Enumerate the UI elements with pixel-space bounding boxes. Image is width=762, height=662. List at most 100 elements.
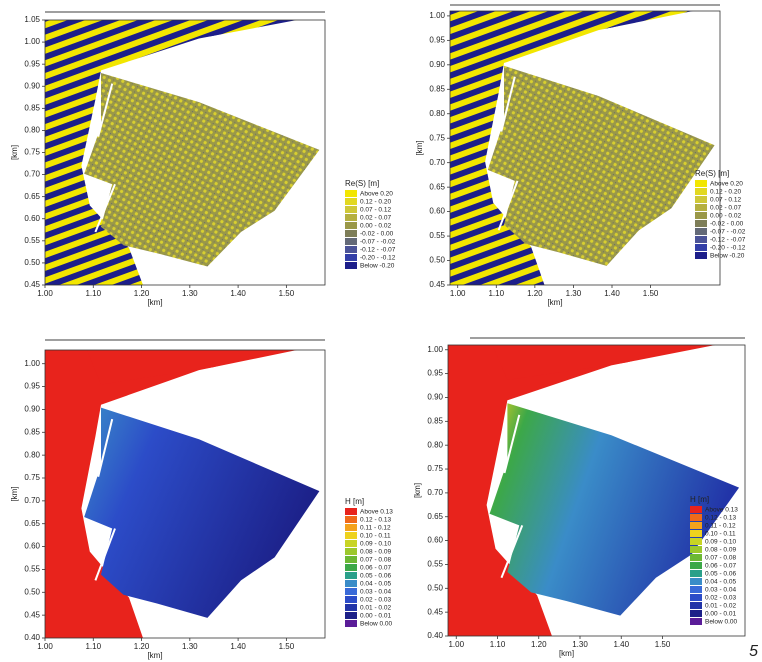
legend-label: 0.03 - 0.04 [705, 587, 736, 594]
y-tick-label: 0.90 [24, 81, 40, 90]
legend-swatch [345, 214, 357, 221]
x-tick-label: 1.50 [279, 642, 295, 651]
y-tick-label: 1.05 [24, 15, 40, 24]
y-tick-label: 0.95 [24, 382, 40, 391]
legend-label: Below 0.00 [360, 621, 393, 628]
y-tick-label: 0.90 [429, 60, 445, 69]
y-tick-label: 0.50 [429, 256, 445, 265]
legend-swatch [690, 546, 702, 553]
legend-label: 0.11 - 0.12 [360, 525, 391, 532]
x-tick-label: 1.40 [604, 289, 620, 298]
legend-label: 0.10 - 0.11 [360, 533, 391, 540]
legend-swatch [690, 562, 702, 569]
legend-swatch [345, 604, 357, 611]
y-tick-label: 0.70 [24, 170, 40, 179]
legend-label: 0.02 - 0.03 [360, 597, 391, 604]
y-axis-label: [km] [413, 483, 422, 498]
x-tick-label: 1.10 [490, 640, 506, 649]
field [45, 350, 325, 638]
y-tick-label: 0.85 [24, 427, 40, 436]
x-tick-label: 1.50 [655, 640, 671, 649]
legend-swatch [690, 530, 702, 537]
legend-swatch [345, 572, 357, 579]
legend-swatch [690, 506, 702, 513]
legend-label: -0.20 - -0.12 [360, 255, 396, 262]
y-tick-label: 0.65 [24, 519, 40, 528]
y-tick-label: 0.55 [429, 231, 445, 240]
legend-swatch [345, 254, 357, 261]
y-tick-label: 0.95 [427, 369, 443, 378]
y-tick-label: 0.90 [24, 405, 40, 414]
legend-swatch [690, 610, 702, 617]
legend-label: -0.07 - -0.02 [710, 229, 746, 236]
legend-swatch [690, 522, 702, 529]
legend-swatch [345, 524, 357, 531]
y-tick-label: 0.65 [427, 512, 443, 521]
legend-label: Above 0.20 [710, 181, 743, 188]
legend-label: Above 0.20 [360, 191, 393, 198]
legend-label: -0.20 - -0.12 [710, 245, 746, 252]
legend-swatch [690, 538, 702, 545]
y-tick-label: 0.55 [24, 236, 40, 245]
x-tick-label: 1.00 [37, 642, 53, 651]
y-tick-label: 0.80 [427, 440, 443, 449]
y-tick-label: 0.60 [24, 542, 40, 551]
y-tick-label: 0.65 [429, 182, 445, 191]
y-tick-label: 1.00 [24, 359, 40, 368]
y-tick-label: 0.95 [24, 59, 40, 68]
y-tick-label: 0.55 [24, 565, 40, 574]
legend-swatch [690, 594, 702, 601]
legend-label: 0.00 - 0.02 [360, 223, 391, 230]
field [45, 20, 325, 285]
legend-label: 0.04 - 0.05 [705, 579, 736, 586]
y-tick-label: 0.45 [427, 607, 443, 616]
x-tick-label: 1.20 [134, 642, 150, 651]
x-tick-label: 1.00 [37, 289, 53, 298]
y-tick-label: 0.60 [427, 536, 443, 545]
legend-label: 0.12 - 0.13 [705, 515, 736, 522]
legend-label: 0.07 - 0.08 [705, 555, 736, 562]
x-tick-label: 1.10 [85, 289, 101, 298]
y-tick-label: 0.50 [24, 258, 40, 267]
legend-label: 0.11 - 0.12 [705, 523, 736, 530]
x-axis-label: [km] [147, 298, 162, 307]
y-tick-label: 0.70 [24, 496, 40, 505]
legend-label: 0.01 - 0.02 [360, 605, 391, 612]
legend-label: 0.07 - 0.08 [360, 557, 391, 564]
legend-label: 0.12 - 0.13 [360, 517, 391, 524]
legend-swatch [690, 514, 702, 521]
y-axis-label: [km] [10, 486, 19, 501]
legend-swatch [345, 612, 357, 619]
y-tick-label: 0.45 [429, 280, 445, 289]
legend-swatch [690, 586, 702, 593]
legend-swatch [345, 548, 357, 555]
x-tick-label: 1.10 [488, 289, 504, 298]
legend-label: 0.03 - 0.04 [360, 589, 391, 596]
legend-label: 0.09 - 0.10 [360, 541, 391, 548]
legend-swatch [695, 188, 707, 195]
y-tick-label: 0.40 [427, 631, 443, 640]
legend-swatch [695, 244, 707, 251]
y-tick-label: 1.00 [429, 11, 445, 20]
legend-title: Re(S) [m] [345, 179, 379, 188]
x-tick-label: 1.40 [230, 289, 246, 298]
y-tick-label: 0.85 [24, 103, 40, 112]
legend-label: Above 0.13 [705, 507, 738, 514]
legend-swatch [690, 602, 702, 609]
legend-swatch [345, 230, 357, 237]
legend-swatch [345, 222, 357, 229]
y-tick-label: 0.75 [24, 148, 40, 157]
y-tick-label: 0.75 [427, 464, 443, 473]
legend-swatch [345, 556, 357, 563]
y-tick-label: 0.40 [24, 633, 40, 642]
x-tick-label: 1.40 [613, 640, 629, 649]
legend-swatch [345, 588, 357, 595]
field [450, 11, 720, 285]
x-tick-label: 1.10 [85, 642, 101, 651]
legend-swatch [690, 618, 702, 625]
legend-swatch [695, 220, 707, 227]
x-axis-label: [km] [547, 298, 562, 307]
legend-label: -0.12 - -0.07 [360, 247, 396, 254]
legend-swatch [695, 180, 707, 187]
